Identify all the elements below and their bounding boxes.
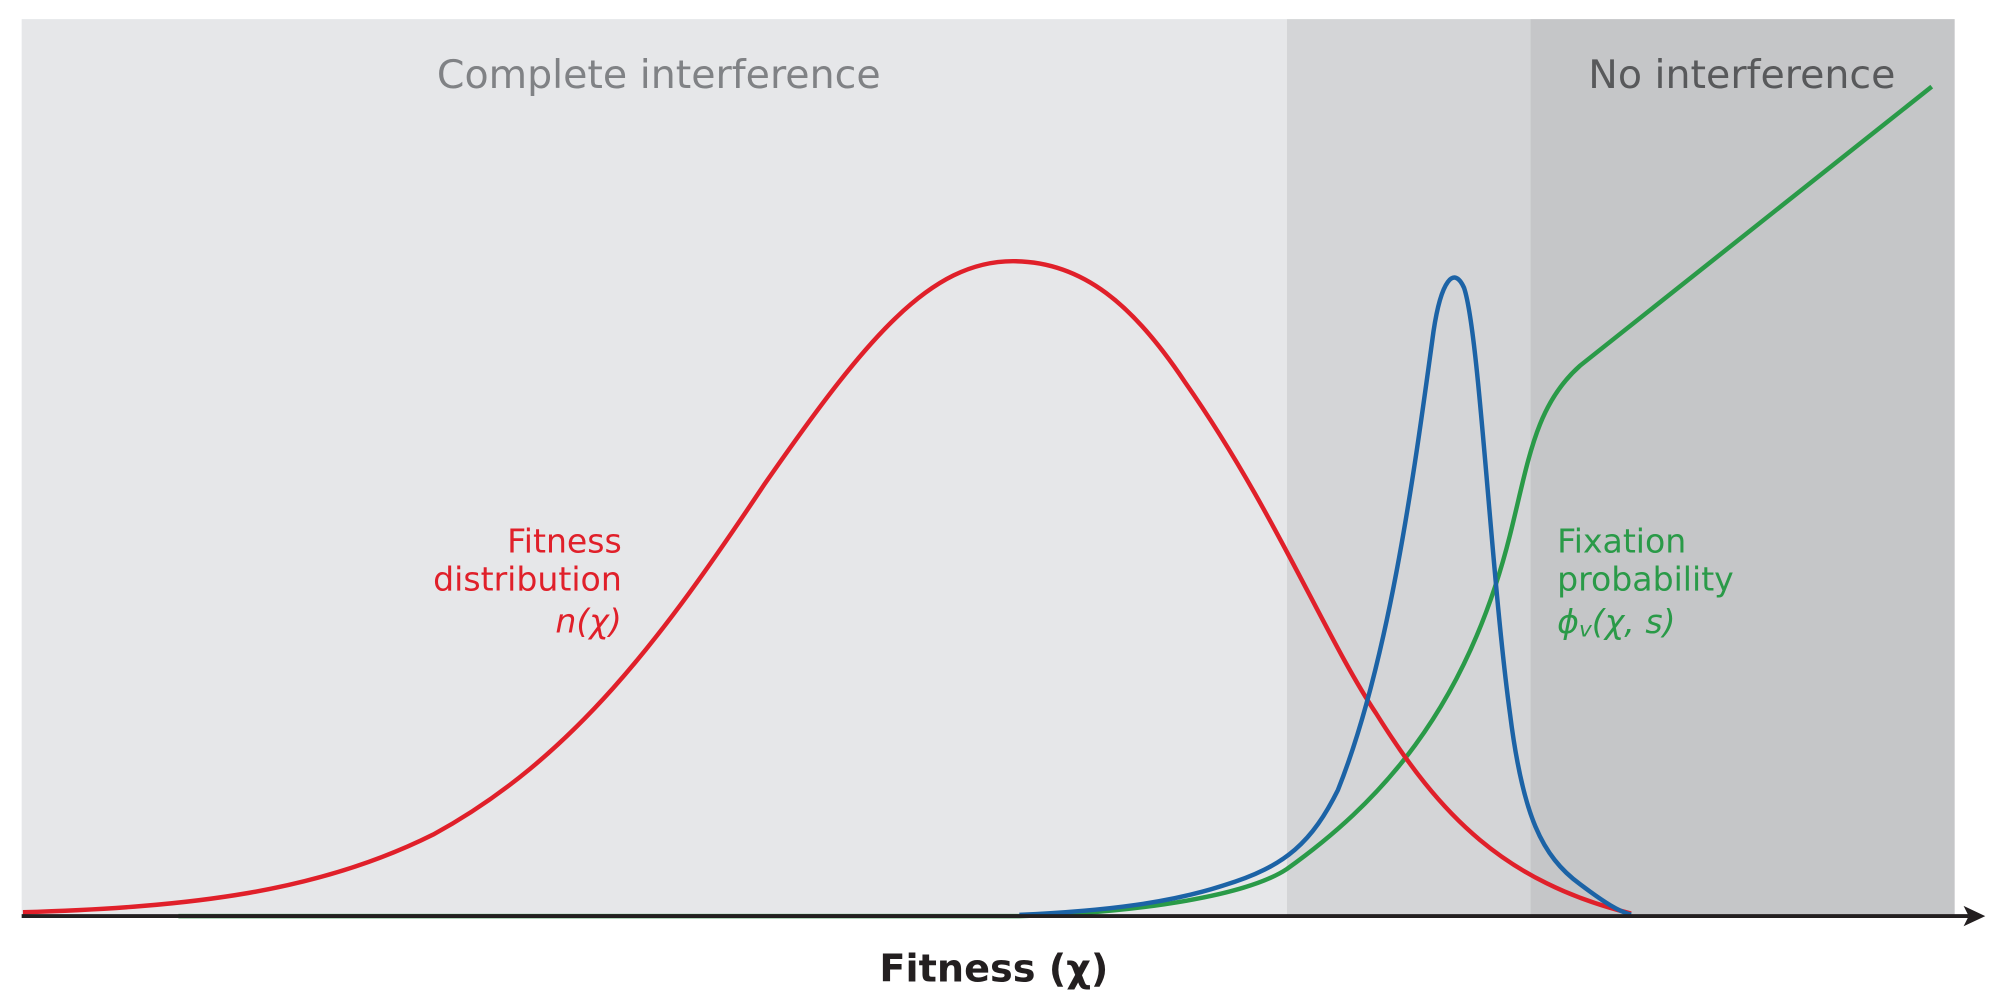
label-line: probability — [1557, 559, 1734, 598]
label-symbol: ϕv(χ, s) — [1557, 602, 1675, 643]
symbol: ϕ — [1557, 602, 1579, 641]
x-axis-label: Fitness (χ) — [879, 947, 1108, 991]
fitness-curve — [22, 258, 1632, 916]
product-curve — [1019, 275, 1632, 918]
args: (χ, s) — [1592, 602, 1676, 641]
complete-interference-region — [21, 19, 1287, 917]
fixation-label: Fixation probability ϕv(χ, s) — [1557, 521, 1734, 642]
label-line: Fixation — [1557, 521, 1686, 560]
subscript: v — [1579, 618, 1593, 643]
fitness-label: Fitness distribution n(χ) — [433, 521, 622, 640]
region-label: Complete interference — [437, 52, 881, 98]
label-symbol: n(χ) — [555, 602, 621, 641]
region-label: No interference — [1588, 52, 1895, 98]
label-line: distribution — [433, 559, 622, 598]
label-line: Fitness — [507, 521, 622, 560]
axis-arrow — [1963, 905, 1986, 927]
intermediate-region — [1286, 19, 1531, 917]
fixation-curve — [178, 84, 1934, 919]
no-interference-region — [1530, 19, 1955, 917]
